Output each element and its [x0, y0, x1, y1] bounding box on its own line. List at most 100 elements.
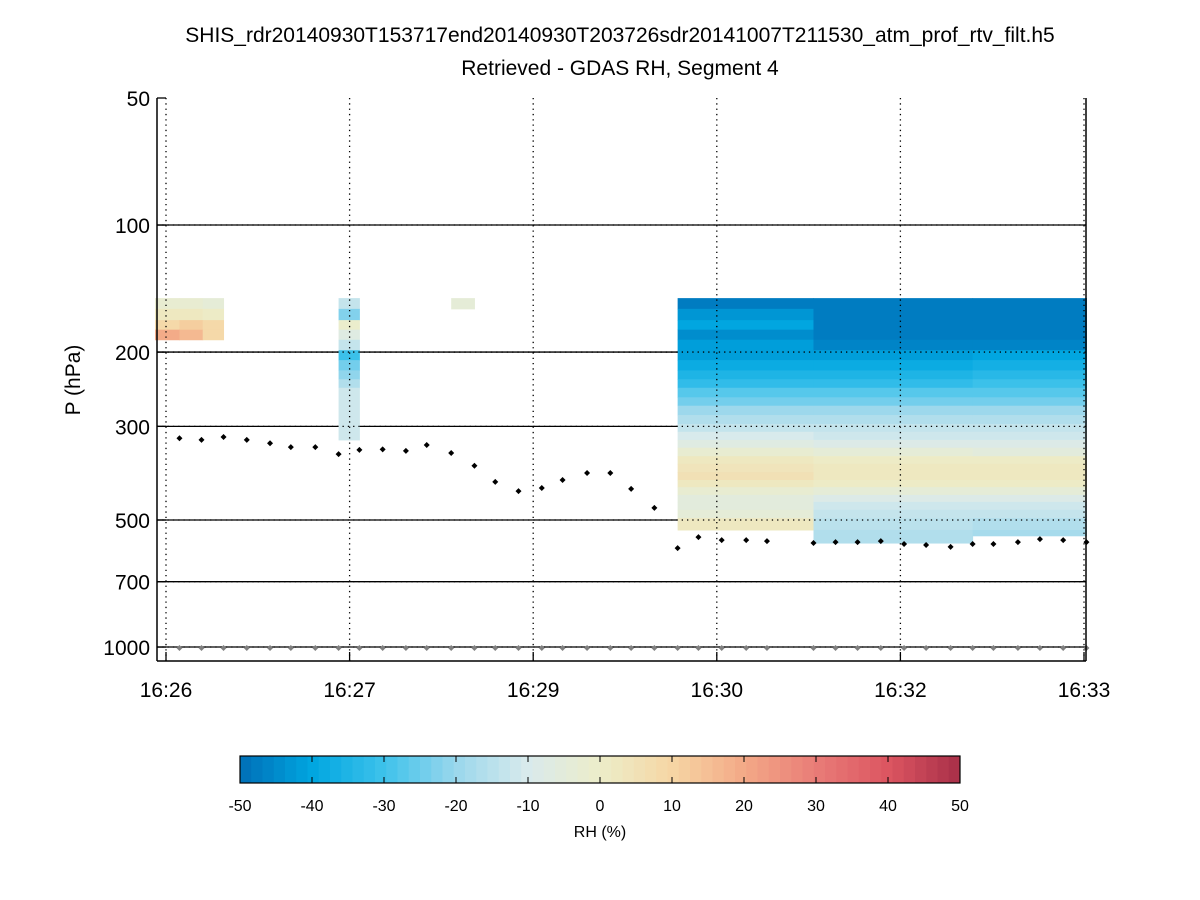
colorbar-step [532, 756, 545, 783]
heatmap-cell [813, 423, 974, 433]
grey-marker [448, 644, 455, 651]
heatmap-cell [677, 472, 814, 481]
colorbar-step [802, 756, 815, 783]
y-tick-label: 300 [115, 416, 150, 439]
colorbar-step [543, 756, 556, 783]
colorbar-step [690, 756, 702, 783]
black-marker [492, 478, 499, 485]
heatmap-cell [813, 360, 974, 371]
black-marker [854, 539, 861, 546]
black-marker [423, 441, 430, 448]
heatmap-cell [677, 405, 814, 416]
colorbar-step [240, 756, 252, 783]
colorbar-step [858, 756, 871, 783]
grey-marker [923, 644, 930, 651]
colorbar-tick-label: -20 [444, 798, 467, 815]
black-marker [471, 462, 478, 469]
heatmap-cell [202, 308, 225, 321]
colorbar-step [555, 756, 567, 783]
black-marker [718, 537, 725, 544]
colorbar-step [723, 756, 736, 783]
grey-marker [287, 644, 294, 651]
heatmap-cell [677, 387, 814, 398]
grey-marker [607, 644, 614, 651]
heatmap-cell [813, 370, 974, 380]
colorbar-tick-label: 40 [879, 798, 897, 815]
colorbar-step [285, 756, 297, 783]
colorbar-step [701, 756, 713, 783]
heatmap-cell [154, 320, 180, 331]
heatmap-cell [813, 501, 974, 511]
colorbar: -50 -40 -30 -20 -10 0 10 20 30 40 50 [228, 755, 969, 815]
grey-marker [628, 644, 635, 651]
grey-marker [651, 644, 658, 651]
heatmap-cell [972, 350, 1087, 361]
heatmap-cell [338, 339, 360, 351]
heatmap-cell [972, 494, 1087, 503]
black-marker [379, 446, 386, 453]
heatmap-cell [813, 529, 974, 544]
heatmap-cell [972, 431, 1087, 441]
heatmap-cell [972, 339, 1087, 351]
grey-marker [267, 644, 274, 651]
colorbar-step [487, 756, 500, 783]
grey-marker [176, 644, 183, 651]
heatmap-cell [677, 298, 814, 310]
heatmap-cell [677, 439, 814, 449]
black-marker [515, 488, 522, 495]
colorbar-step [746, 756, 758, 783]
black-marker [584, 470, 591, 477]
colorbar-step [881, 756, 893, 783]
heatmap-cell [972, 308, 1087, 321]
colorbar-step [476, 756, 488, 783]
colorbar-step [442, 756, 455, 783]
black-marker [901, 541, 908, 548]
colorbar-step [948, 756, 961, 783]
black-marker [220, 434, 227, 441]
heatmap-cell [972, 320, 1087, 331]
colorbar-step [431, 756, 443, 783]
heatmap-cell [813, 431, 974, 441]
x-tick-label: 16:30 [691, 679, 744, 702]
colorbar-tick-label: 0 [596, 798, 605, 815]
grey-marker [743, 644, 750, 651]
black-marker [198, 436, 205, 443]
colorbar-step [870, 756, 882, 783]
colorbar-step [273, 756, 286, 783]
heatmap-cell [972, 472, 1087, 481]
black-marker [877, 538, 884, 545]
heatmap-cell [677, 487, 814, 496]
black-marker [267, 440, 274, 447]
heatmap-cell [677, 329, 814, 341]
colorbar-step [633, 756, 646, 783]
heatmap-cell [972, 439, 1087, 449]
heatmap-cell [813, 350, 974, 361]
heatmap-cell [677, 456, 814, 465]
colorbar-step [645, 756, 657, 783]
heatmap-cell [972, 387, 1087, 398]
black-marker [607, 470, 614, 477]
heatmap-cell [813, 509, 974, 519]
black-marker [312, 444, 319, 451]
black-marker [743, 537, 750, 544]
black-marker [243, 436, 250, 443]
heatmap-cell [972, 529, 1087, 537]
colorbar-step [375, 756, 387, 783]
heatmap-cell [154, 329, 180, 341]
grey-marker [312, 644, 319, 651]
colorbar-step [825, 756, 837, 783]
colorbar-step [341, 756, 353, 783]
heatmap-cell [813, 308, 974, 321]
grey-marker [877, 644, 884, 651]
black-marker [402, 447, 409, 454]
grey-marker [1060, 644, 1067, 651]
heatmap-cell [813, 397, 974, 407]
heatmap-cell [677, 360, 814, 371]
heatmap-cell [972, 501, 1087, 511]
heatmap-cell [338, 329, 360, 341]
y-tick-label: 700 [115, 572, 150, 595]
black-marker [287, 444, 294, 451]
colorbar-step [521, 756, 533, 783]
colorbar-tick-label: 10 [663, 798, 681, 815]
heatmap-cell [677, 415, 814, 425]
